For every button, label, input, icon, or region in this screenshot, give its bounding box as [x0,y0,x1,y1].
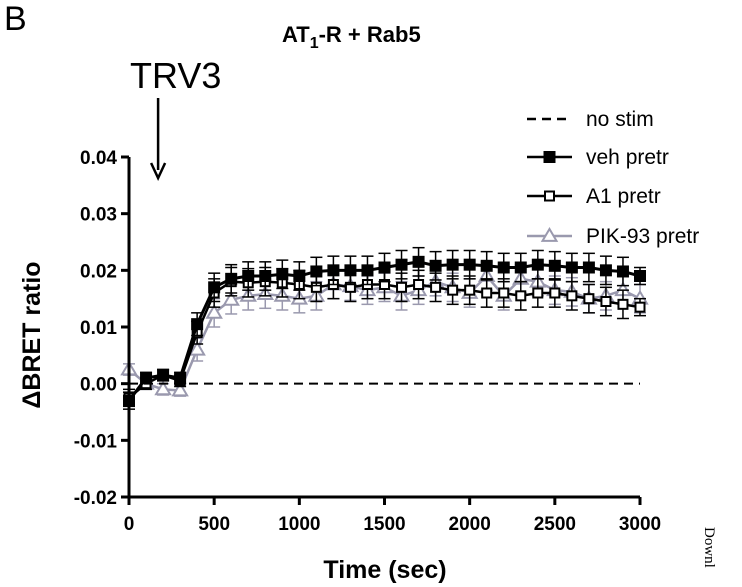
data-point [531,258,544,271]
data-point [413,279,425,290]
data-point [583,293,595,305]
legend-marker [544,190,555,202]
data-point [481,287,493,299]
data-point [430,281,442,293]
y-axis-label: ΔBRET ratio [18,261,46,408]
legend-entry: veh pretr [527,146,669,169]
watermark-text: Downl [701,527,717,568]
series-veh-pretr [123,246,646,410]
data-point [582,261,595,274]
data-point [327,264,340,277]
data-point [599,264,612,277]
legend: no stim veh pretr A1 pretr PIK-93 pretr [527,108,699,248]
data-point [188,340,206,356]
data-point [634,270,646,282]
data-point [446,258,459,271]
data-point [276,268,289,281]
y-tick-label: 0.04 [80,148,117,169]
data-point [514,261,527,274]
data-point [205,303,223,319]
data-point [463,258,476,271]
y-tick-label: 0.02 [80,261,117,282]
data-point [616,265,629,278]
chart-title: AT1-R + Rab5 [282,22,421,52]
x-tick-label: 0 [124,514,135,535]
x-axis-label: Time (sec) [323,556,446,584]
data-point [565,261,578,274]
data-point [480,259,493,272]
y-tick-label: 0.00 [80,375,117,396]
x-tick-label: 1000 [278,514,320,535]
data-point [174,372,187,384]
x-tick-label: 3000 [619,514,661,535]
axes: -0.02 -0.01 0.00 0.01 0.02 0.03 0.04 0 500 1000 15… [74,148,661,535]
data-point [191,318,204,331]
legend-entry: A1 pretr [527,185,661,208]
data-point [154,380,172,396]
data-point [157,369,170,382]
legend-marker [540,227,559,242]
data-point [140,372,153,384]
data-point [222,290,240,306]
data-point [171,381,189,397]
data-point [566,290,578,302]
data-point [225,272,238,285]
legend-label: A1 pretr [586,185,661,208]
legend-marker [543,151,556,163]
data-point [634,301,646,313]
data-point [310,265,323,278]
data-point [447,284,459,296]
legend-entry: PIK-93 pretr [527,225,699,248]
stimulus-arrow [149,98,167,181]
data-point [464,284,476,296]
x-tick-label: 2500 [534,514,576,535]
data-point [412,255,425,268]
legend-entry: no stim [527,108,654,131]
data-point [497,261,510,274]
data-point [548,259,561,272]
x-tick-label: 500 [198,514,230,535]
y-tick-label: -0.01 [74,431,118,452]
data-point [498,287,510,299]
chart-title-suffix: -R + Rab5 [319,22,421,47]
data-point [395,258,408,271]
data-point [396,281,408,293]
y-tick-label: -0.02 [74,488,117,509]
data-point [344,264,357,277]
data-point [549,287,561,299]
series-layer [120,246,649,410]
data-point [617,298,629,310]
data-point [242,270,255,282]
stimulus-arrow-head [149,162,167,181]
data-point [208,281,221,294]
data-point [532,287,544,299]
chart-title-subscript: 1 [310,35,319,52]
data-point [293,270,306,282]
data-point [378,261,391,274]
stimulus-annotation-label: TRV3 [130,55,221,96]
chart-title-prefix: AT [282,22,310,47]
data-point [259,270,272,282]
y-tick-label: 0.03 [80,205,117,226]
panel-label: B [4,0,27,38]
data-point [515,290,527,302]
legend-label: PIK-93 pretr [586,225,699,248]
x-tick-label: 1500 [363,514,405,535]
y-tick-label: 0.01 [80,318,117,339]
data-point [429,259,442,272]
legend-label: veh pretr [586,146,669,169]
data-point [361,264,374,277]
x-tick-label: 2000 [449,514,491,535]
legend-label: no stim [586,108,654,131]
data-point [600,296,612,307]
